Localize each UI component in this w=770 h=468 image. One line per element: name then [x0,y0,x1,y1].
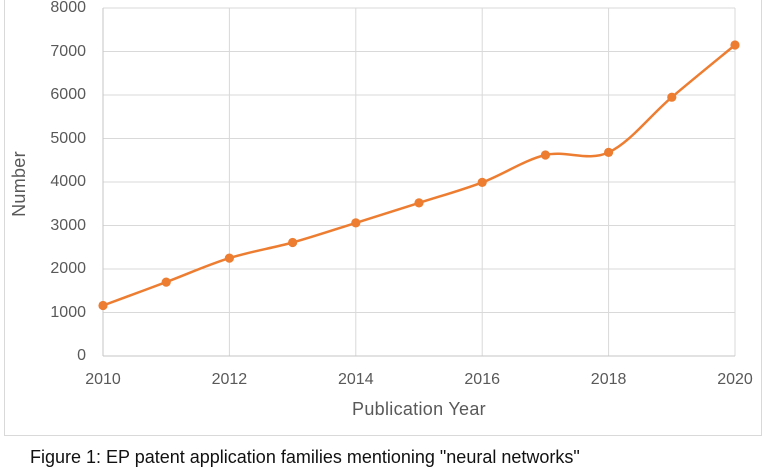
x-tick-label: 2020 [717,371,753,388]
x-tick-label: 2012 [211,371,248,388]
data-point [477,177,487,187]
y-tick-label: 5000 [50,129,86,147]
data-point [604,147,614,157]
y-tick-label: 4000 [50,173,86,190]
x-tick-label: 2016 [464,371,500,388]
data-point [414,198,424,208]
data-point [98,300,108,311]
gridlines [103,7,736,356]
data-point [667,92,677,102]
figure-border-box [4,0,762,436]
data-point [161,277,171,287]
y-tick-label: 6000 [50,86,86,103]
y-tick-label: 7000 [50,42,86,60]
x-tick-label: 2014 [338,371,374,388]
x-axis-title: Publication Year [352,399,486,419]
axis-lines [102,8,735,357]
y-tick-label: 0 [77,347,86,364]
data-point [288,237,298,248]
data-point [351,218,361,228]
data-point [540,150,551,160]
x-tick-label: 2018 [590,371,627,388]
y-tick-label: 8000 [50,0,86,16]
series-line [101,43,737,307]
data-point [730,40,740,50]
data-point [224,253,234,263]
data-point-markers [98,40,740,311]
figure-caption: Figure 1: EP patent application families… [30,447,580,467]
y-tick-label: 2000 [50,260,86,277]
x-tick-label: 2010 [85,371,121,388]
y-tick-label: 1000 [50,303,86,321]
y-tick-label: 3000 [50,216,86,234]
